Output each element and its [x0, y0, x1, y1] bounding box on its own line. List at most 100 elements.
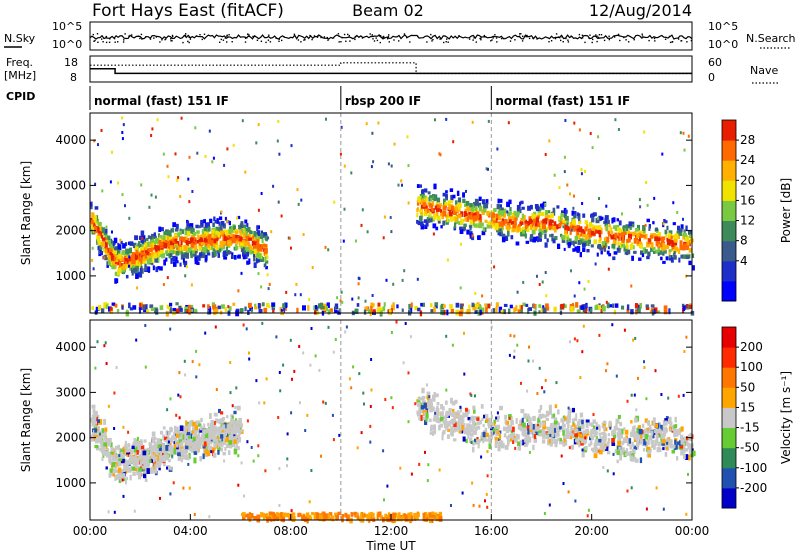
noise-cell — [520, 381, 522, 385]
range-cell — [655, 438, 659, 444]
range-cell — [566, 234, 570, 239]
nsearch-point — [520, 33, 522, 35]
range-cell — [580, 305, 585, 310]
range-cell — [106, 448, 110, 453]
range-cell — [431, 511, 435, 515]
range-cell — [226, 237, 229, 242]
range-cell — [598, 215, 602, 222]
colorbar-frame — [721, 119, 737, 302]
noise-cell — [282, 363, 285, 367]
range-cell — [363, 309, 367, 315]
range-cell — [585, 238, 588, 243]
nsearch-point — [494, 34, 496, 36]
noise-cell — [286, 432, 289, 436]
range-cell — [457, 425, 460, 429]
range-cell — [216, 227, 219, 232]
range-cell — [244, 306, 247, 312]
range-cell — [255, 258, 259, 263]
nsearch-point — [338, 35, 340, 37]
range-cell — [496, 204, 500, 210]
range-cell — [223, 256, 228, 260]
noise-cell — [277, 416, 280, 419]
range-cell — [424, 208, 428, 212]
noise-cell — [425, 418, 428, 422]
range-cell — [680, 426, 684, 432]
range-cell — [684, 454, 689, 460]
range-cell — [218, 221, 221, 226]
range-cell — [497, 232, 502, 236]
range-cell — [536, 215, 540, 220]
noise-cell — [198, 363, 201, 367]
range-cell — [515, 433, 519, 440]
noise-cell — [255, 141, 258, 145]
range-cell — [97, 437, 101, 443]
noise-cell — [261, 321, 264, 325]
range-cell — [654, 236, 659, 242]
range-cell — [149, 445, 153, 452]
range-cell — [204, 242, 209, 247]
range-cell — [669, 442, 673, 447]
range-cell — [608, 253, 612, 257]
range-cell — [462, 436, 466, 442]
range-cell — [619, 454, 623, 458]
range-cell — [474, 204, 477, 211]
nsearch-point — [246, 37, 248, 39]
range-cell — [524, 223, 528, 229]
noise-cell — [334, 338, 337, 341]
range-cell — [613, 425, 617, 431]
noise-cell — [268, 305, 271, 309]
noise-cell — [541, 280, 544, 284]
range-cell — [208, 246, 211, 250]
range-cell — [117, 258, 121, 265]
range-cell — [328, 512, 333, 516]
range-cell — [461, 418, 465, 422]
range-cell — [261, 302, 265, 307]
nsearch-point — [398, 40, 400, 42]
range-cell — [166, 438, 169, 444]
range-cell — [544, 414, 547, 418]
range-cell — [481, 211, 485, 215]
range-cell — [429, 431, 433, 435]
nsearch-point — [473, 37, 475, 39]
noise-cell — [630, 393, 633, 397]
noise-cell — [626, 399, 629, 403]
range-cell — [446, 309, 449, 316]
range-cell — [278, 513, 282, 517]
range-cell — [527, 423, 530, 428]
range-cell — [563, 423, 566, 428]
range-cell — [614, 227, 617, 231]
range-cell — [647, 446, 651, 451]
range-cell — [531, 213, 534, 220]
range-cell — [217, 450, 220, 455]
noise-cell — [605, 369, 607, 373]
nsearch-point — [313, 35, 316, 37]
range-cell — [675, 431, 679, 436]
range-cell — [225, 432, 228, 439]
range-cell — [638, 428, 643, 435]
range-cell — [167, 236, 170, 242]
range-cell — [562, 430, 565, 436]
range-cell — [437, 219, 441, 224]
noise-cell — [278, 467, 281, 471]
noise-cell — [122, 123, 125, 127]
range-cell — [621, 433, 623, 439]
noise-cell — [231, 415, 234, 419]
range-cell — [183, 428, 187, 434]
range-cell — [174, 257, 178, 262]
range-cell — [508, 425, 513, 431]
colorbar-swatch — [722, 220, 736, 242]
range-cell — [191, 448, 195, 453]
range-cell — [313, 305, 316, 311]
range-cell — [521, 439, 526, 446]
noise-cell — [390, 164, 393, 168]
range-cell — [526, 226, 530, 232]
range-cell — [498, 215, 502, 221]
range-cell — [499, 207, 504, 211]
range-cell — [453, 415, 456, 421]
range-cell — [435, 408, 440, 413]
range-cell — [662, 426, 665, 433]
range-cell — [242, 514, 245, 521]
noise-cell — [370, 165, 373, 169]
noise-cell — [250, 446, 253, 449]
nsearch-point — [625, 39, 627, 41]
